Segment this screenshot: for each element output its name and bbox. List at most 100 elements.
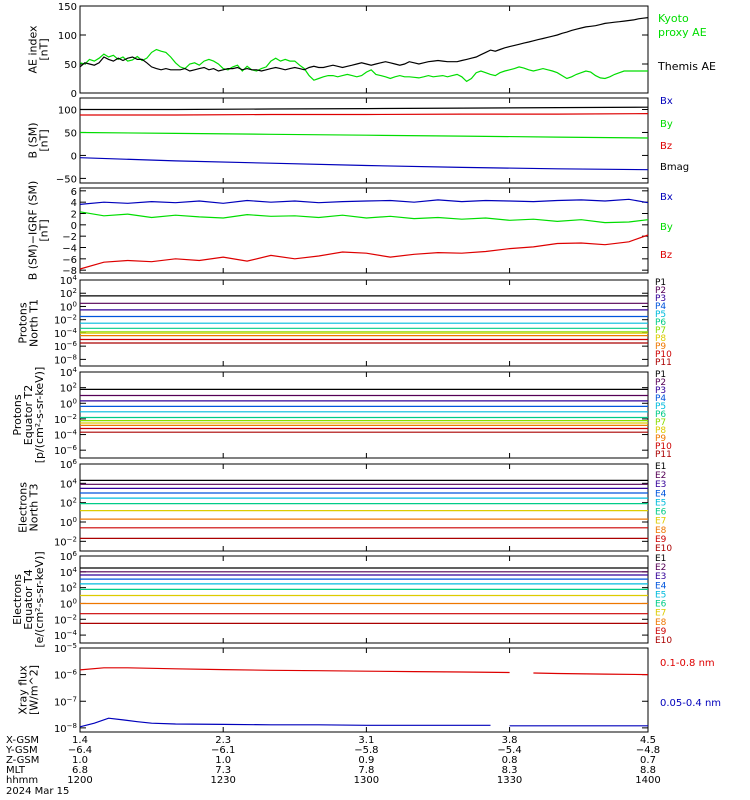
legend-0-05-0-4-nm: 0.05-0.4 nm	[660, 698, 721, 709]
y-tick-label: 10−8	[54, 353, 77, 366]
footer-value: 1200	[67, 775, 92, 786]
panel-frame	[79, 647, 649, 733]
legend-p6: P6	[655, 318, 666, 328]
footer-value: 3.8	[502, 735, 518, 746]
y-tick-label: 6	[71, 187, 77, 198]
footer-value: 3.1	[358, 735, 374, 746]
panel-frame	[79, 5, 649, 94]
legend-e4: E4	[655, 489, 667, 499]
series-line-0-1-0-8-nm	[79, 667, 510, 674]
y-tick-label: 10−6	[54, 669, 78, 682]
y-tick-label: 104	[60, 566, 78, 579]
panel-frame	[79, 371, 649, 459]
legend-by: By	[660, 222, 673, 233]
series-line-bz	[79, 234, 649, 270]
legend-e9: E9	[655, 535, 667, 545]
legend-themis-ae: Themis AE	[657, 60, 716, 73]
y-tick-label: 100	[60, 300, 77, 313]
ephemeris-footer: X-GSM 1.4 2.3 3.1 3.8 4.5 Y-GSM −6.4 −6.1 −5.8 −5.…	[5, 735, 661, 797]
y-tick-label: 102	[60, 382, 77, 395]
footer-value: 1300	[354, 775, 379, 786]
series-line-kyoto-proxy-ae	[79, 48, 648, 83]
legend-kyoto-proxy-ae-line2: proxy AE	[658, 26, 707, 39]
series-line-0-05-0-4-nm	[79, 717, 491, 728]
y-tick-label: 104	[60, 477, 78, 490]
panel-7: 10−4 10−2 100 102 104 106 ElectronsEquator T4[…	[11, 550, 672, 648]
y-tick-label: 0	[71, 89, 77, 100]
footer-value: 4.5	[640, 735, 656, 746]
footer-value: 0.8	[502, 755, 518, 766]
y-tick-label: 106	[60, 458, 78, 471]
y-tick-label: 10−2	[54, 535, 77, 548]
legend-p11: P11	[655, 358, 672, 368]
legend-e6: E6	[655, 600, 667, 610]
legend-p10: P10	[655, 442, 672, 452]
y-axis-label: AE index[nT]	[27, 25, 51, 74]
footer-label-y-gsm: Y-GSM	[5, 745, 38, 756]
legend-p7: P7	[655, 326, 666, 336]
y-tick-label: −4	[62, 244, 77, 255]
legend-e5: E5	[655, 498, 666, 508]
y-tick-label: 100	[58, 31, 77, 42]
series-line-bx	[79, 157, 649, 171]
footer-value: −4.8	[636, 745, 660, 756]
y-tick-label: 104	[60, 274, 78, 287]
legend-p1: P1	[655, 278, 666, 288]
footer-value: −6.1	[211, 745, 235, 756]
footer-value: −5.8	[354, 745, 378, 756]
legend-kyoto-proxy-ae-line1: Kyoto	[658, 12, 689, 25]
y-tick-label: 10−4	[54, 429, 78, 442]
legend-p1: P1	[655, 370, 666, 380]
y-tick-label: 0	[71, 151, 77, 162]
footer-value: 1.4	[72, 735, 88, 746]
legend-e8: E8	[655, 526, 667, 536]
y-axis-label: Xray flux[W/m^2]	[17, 665, 41, 715]
y-tick-label: −50	[56, 174, 77, 185]
y-tick-label: 2	[71, 210, 77, 221]
footer-value: 6.8	[72, 765, 88, 776]
footer-value: 0.9	[358, 755, 374, 766]
y-tick-label: 10−5	[54, 642, 77, 655]
y-tick-label: 10−6	[54, 444, 78, 457]
y-tick-label: 10−6	[54, 340, 78, 353]
series-line-by	[79, 131, 649, 139]
y-axis-label: ProtonsNorth T1	[17, 299, 41, 347]
footer-value: 1.0	[72, 755, 88, 766]
series-line-by	[79, 211, 649, 224]
y-tick-label: 10−2	[54, 613, 77, 626]
legend-p4: P4	[655, 302, 666, 312]
y-tick-label: −8	[62, 266, 77, 277]
y-tick-label: 50	[64, 128, 77, 139]
legend-e1: E1	[655, 462, 666, 472]
legend-p9: P9	[655, 434, 666, 444]
footer-value: 1400	[635, 775, 660, 786]
y-tick-label: 102	[60, 287, 77, 300]
legend-e1: E1	[655, 554, 666, 564]
legend-bx: Bx	[660, 96, 673, 107]
y-tick-label: 0	[71, 221, 77, 232]
legend-e7: E7	[655, 517, 666, 527]
y-tick-label: 104	[60, 366, 78, 379]
legend-p7: P7	[655, 418, 666, 428]
legend-bz: Bz	[660, 141, 672, 152]
legend-e2: E2	[655, 471, 666, 481]
legend-p6: P6	[655, 410, 666, 420]
footer-value: 7.8	[358, 765, 374, 776]
y-tick-label: 150	[58, 2, 77, 13]
legend-p5: P5	[655, 310, 666, 320]
series-line-themis-ae	[79, 17, 649, 72]
legend-p5: P5	[655, 402, 666, 412]
y-axis-label: B (SM)[nT]	[27, 122, 51, 158]
panel-5: 10−6 10−4 10−2 100 102 104 ProtonsEquator T2[p…	[11, 366, 672, 463]
y-tick-label: 100	[60, 597, 77, 610]
y-tick-label: 10−4	[54, 327, 78, 340]
series-line-bmag	[80, 106, 649, 111]
panel-frame	[79, 97, 649, 184]
legend-e5: E5	[655, 590, 666, 600]
footer-label-z-gsm: Z-GSM	[6, 755, 39, 766]
footer-value: 2.3	[215, 735, 231, 746]
legend-p2: P2	[655, 286, 666, 296]
